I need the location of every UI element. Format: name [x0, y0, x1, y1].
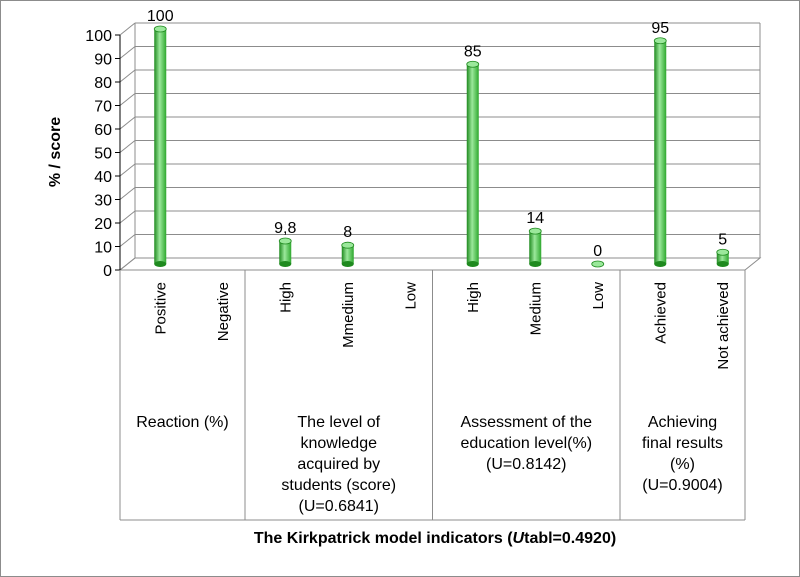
- group-label-line: (U=0.9004): [642, 477, 723, 494]
- gridline-side: [119, 116, 136, 130]
- y-tick-label: 60: [94, 122, 112, 139]
- bar-base: [529, 261, 542, 267]
- data-label: 8: [343, 224, 352, 241]
- gridline-side: [119, 163, 136, 177]
- data-labels: 100 9,8 8 85 14 0 95 5: [147, 8, 727, 260]
- y-tick-label: 90: [94, 52, 112, 69]
- group-label-line: (U=0.8142): [486, 456, 567, 473]
- bar-base: [654, 261, 667, 267]
- category-label: Negative: [215, 282, 232, 341]
- bar: [278, 237, 292, 267]
- bar: [528, 227, 542, 267]
- y-tick-label: 50: [94, 146, 112, 163]
- bar-top: [278, 237, 292, 245]
- group-label-line: students (score): [281, 477, 396, 494]
- category-table: Positive Negative High Mmedium Low High Medium…: [119, 270, 746, 521]
- data-label: 14: [526, 210, 544, 227]
- bar-body: [341, 245, 354, 264]
- group-label-line: education level(%): [460, 435, 592, 452]
- x-axis-title: The Kirkpatrick model indicators (Utabl=…: [254, 530, 616, 547]
- bar-base: [466, 261, 479, 267]
- y-tick-label: 20: [94, 216, 112, 233]
- category-label: High: [465, 282, 482, 313]
- y-tick-label: 0: [103, 263, 112, 280]
- data-label: 5: [718, 231, 727, 248]
- bar-body: [466, 64, 479, 264]
- bars: [153, 25, 730, 268]
- bar-top: [528, 227, 542, 235]
- bar-top: [716, 248, 730, 256]
- x-axis-title-part1: The Kirkpatrick model indicators (: [254, 530, 513, 547]
- bar-base: [279, 261, 292, 267]
- category-label: Low: [402, 282, 419, 310]
- x-axis-title-part2: tabl=0.4920): [524, 530, 616, 547]
- group-label-line: Assessment of the: [460, 414, 592, 431]
- bar: [153, 25, 167, 267]
- y-tick-label: 100: [85, 28, 112, 45]
- y-tick-label: 70: [94, 99, 112, 116]
- group-label-line: final results: [642, 435, 723, 452]
- group-label-line: The level of: [297, 414, 380, 431]
- group-label-line: (%): [670, 456, 695, 473]
- y-tick-label: 40: [94, 169, 112, 186]
- gridline-side: [119, 210, 136, 224]
- gridline-side: [119, 22, 136, 36]
- bar-base: [341, 261, 354, 267]
- gridline-side: [119, 93, 136, 106]
- bar: [466, 60, 480, 267]
- y-tick-label: 10: [94, 240, 112, 257]
- gridline-side: [119, 257, 136, 271]
- category-label: Mmedium: [340, 282, 357, 348]
- bar-body: [654, 40, 667, 264]
- bar: [653, 37, 667, 267]
- bar-body: [716, 252, 729, 264]
- category-label: High: [277, 282, 294, 313]
- y-axis-title: % / score: [47, 117, 64, 187]
- bar: [341, 241, 355, 267]
- data-label: 9,8: [274, 220, 296, 237]
- gridline-side: [119, 140, 136, 153]
- bar-top: [341, 241, 355, 249]
- x-axis-title-italic: U: [513, 530, 525, 547]
- bar-body: [279, 240, 292, 264]
- group-label-line: (U=0.6841): [299, 498, 380, 515]
- category-label: Positive: [152, 282, 169, 335]
- y-tick-label: 30: [94, 193, 112, 210]
- data-label: 85: [464, 43, 482, 60]
- gridline-side: [119, 46, 136, 59]
- group-label-line: Achieving: [648, 414, 717, 431]
- bar-top: [153, 25, 167, 33]
- bar-top: [653, 37, 667, 45]
- y-axis-ticks: 0 10 20 30 40 50 60 70 80 90 100: [85, 28, 121, 280]
- bar-body: [529, 231, 542, 264]
- y-tick-label: 80: [94, 75, 112, 92]
- group-label-line: Reaction (%): [136, 414, 228, 431]
- bar-top: [466, 60, 480, 68]
- category-label: Medium: [527, 282, 544, 335]
- bar-base: [154, 261, 167, 267]
- bar-top: [591, 260, 605, 268]
- bar-base: [716, 261, 729, 267]
- data-label: 0: [593, 243, 602, 260]
- gridline-side: [119, 234, 136, 247]
- category-label: Not achieved: [715, 282, 732, 370]
- bar-body: [154, 29, 167, 264]
- group-label-line: knowledge: [301, 435, 378, 452]
- bar: [716, 248, 730, 267]
- gridline-side: [119, 69, 136, 83]
- bar: [591, 260, 605, 268]
- data-label: 95: [651, 20, 669, 37]
- category-label: Low: [590, 282, 607, 310]
- group-label-line: acquired by: [297, 456, 380, 473]
- data-label: 100: [147, 8, 174, 25]
- category-label: Achieved: [652, 282, 669, 344]
- gridline-side: [119, 187, 136, 200]
